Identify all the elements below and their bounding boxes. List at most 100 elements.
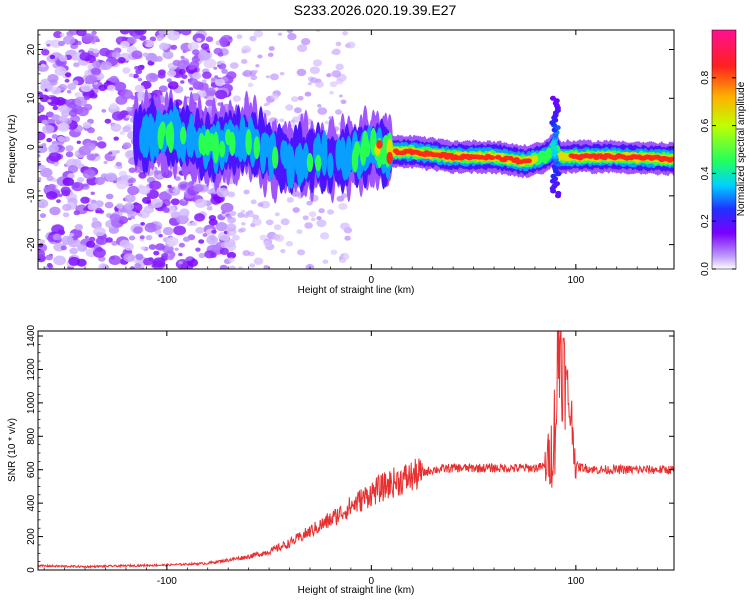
noise-blob (111, 240, 118, 246)
noise-blob (226, 223, 237, 232)
noise-blob (219, 197, 224, 201)
noise-blob (191, 56, 201, 63)
noise-blob (150, 55, 159, 63)
noise-blob (125, 115, 131, 119)
noise-blob (268, 46, 275, 51)
noise-blob (124, 202, 135, 211)
noise-blob (219, 247, 229, 255)
noise-blob (77, 230, 82, 234)
noise-blob (47, 96, 61, 107)
noise-blob (330, 249, 338, 255)
noise-blob (257, 54, 263, 59)
noise-blob (77, 244, 88, 252)
noise-blob (329, 90, 334, 95)
noise-blob (211, 229, 217, 234)
noise-blob (74, 96, 88, 107)
noise-blob (156, 37, 163, 42)
noise-blob (137, 64, 145, 71)
noise-blob (193, 184, 204, 193)
noise-blob (286, 197, 294, 203)
noise-blob (92, 60, 101, 68)
noise-blob (51, 134, 59, 139)
noise-blob (144, 40, 154, 48)
noise-blob (316, 219, 327, 228)
noise-blob (221, 68, 228, 74)
noise-blob (220, 41, 228, 48)
noise-blob (38, 201, 42, 206)
ridge-cell (546, 147, 553, 160)
noise-blob (157, 72, 166, 79)
ridge-cell (253, 136, 260, 160)
noise-blob (304, 91, 312, 97)
noise-blob (38, 243, 44, 248)
x-tick-label: 0 (369, 576, 375, 587)
noise-blob (253, 69, 259, 74)
noise-blob (79, 52, 91, 61)
noise-blob (120, 40, 130, 49)
noise-blob (80, 83, 93, 92)
noise-blob (167, 184, 172, 189)
noise-blob (296, 249, 306, 256)
noise-blob (170, 198, 180, 206)
noise-blob (158, 234, 163, 238)
noise-blob (214, 78, 225, 87)
noise-blob (250, 199, 257, 205)
noise-blob (77, 107, 89, 117)
noise-blob (242, 250, 251, 256)
noise-blob (76, 30, 87, 37)
noise-blob (49, 206, 61, 216)
noise-blob (308, 211, 317, 218)
noise-blob (241, 49, 247, 54)
noise-blob (346, 41, 356, 49)
noise-blob (142, 41, 147, 45)
noise-blob (122, 125, 131, 133)
noise-blob (113, 180, 117, 184)
noise-blob (301, 38, 311, 46)
noise-blob (318, 208, 325, 214)
noise-blob (109, 75, 119, 83)
noise-blob (62, 177, 74, 186)
noise-blob (144, 222, 158, 233)
noise-blob (45, 254, 53, 261)
colorbar-tick-label: 0.6 (700, 118, 711, 132)
noise-blob (302, 215, 309, 221)
noise-blob (285, 104, 294, 111)
noise-blob (335, 109, 342, 115)
noise-blob (135, 69, 143, 75)
spike-cell (550, 95, 556, 101)
noise-blob (111, 51, 121, 59)
noise-blob (40, 167, 53, 178)
noise-blob (64, 72, 72, 78)
x-tick-label: 100 (567, 576, 584, 587)
noise-blob (84, 95, 90, 101)
noise-blob (115, 161, 122, 167)
noise-blob (335, 63, 344, 71)
noise-blob (216, 61, 222, 65)
noise-blob (294, 107, 302, 114)
y-tick-label: -20 (26, 237, 37, 252)
noise-blob (52, 233, 62, 241)
noise-blob (287, 30, 294, 34)
noise-blob (134, 30, 147, 36)
noise-blob (145, 235, 153, 241)
noise-blob (229, 210, 237, 217)
noise-blob (104, 118, 112, 124)
spike-cell (550, 173, 557, 179)
noise-blob (216, 187, 230, 198)
noise-blob (117, 57, 126, 64)
noise-blob (236, 34, 243, 39)
noise-blob (50, 86, 62, 95)
noise-blob (58, 115, 68, 123)
noise-blob (322, 259, 329, 264)
noise-blob (198, 252, 206, 259)
noise-blob (87, 202, 98, 211)
noise-blob (273, 224, 282, 231)
ridge-cell (327, 152, 334, 179)
noise-blob (84, 69, 92, 76)
noise-blob (263, 240, 271, 247)
noise-blob (215, 222, 228, 232)
noise-blob (340, 252, 350, 261)
